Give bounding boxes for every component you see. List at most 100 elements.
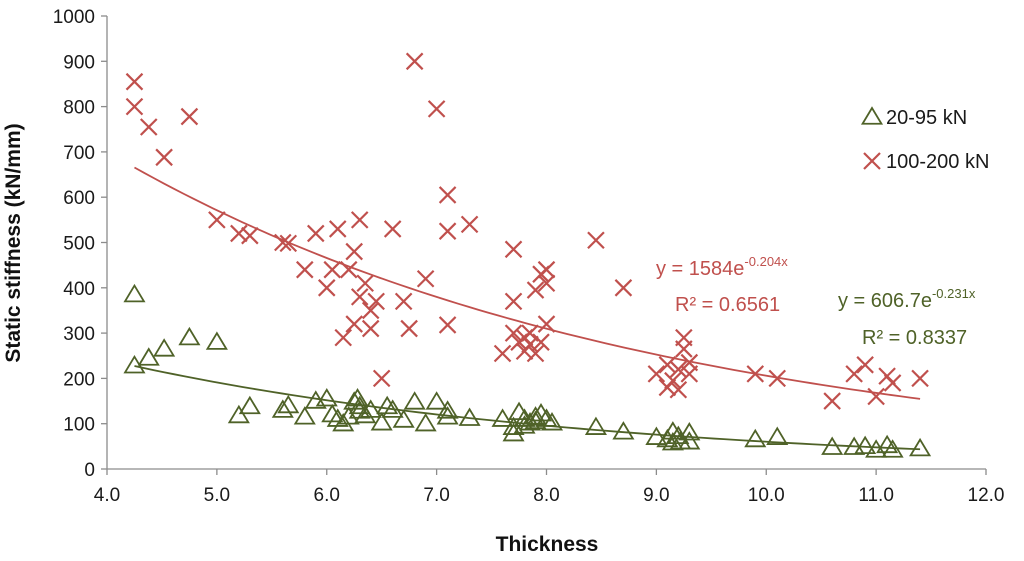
- data-point-x-stroke-b: [587, 231, 605, 250]
- y-axis-title: Static stiffness (kN/mm): [2, 123, 25, 362]
- data-point-x: [400, 319, 418, 338]
- data-point-triangle: [348, 395, 371, 415]
- data-point-x-stroke-b: [504, 324, 523, 342]
- data-point-triangle: [381, 399, 404, 418]
- data-point-x: [438, 186, 457, 204]
- data-point-x-stroke-b: [438, 186, 457, 204]
- data-point-triangle: [178, 326, 201, 346]
- data-point-x-stroke-b: [274, 233, 292, 252]
- data-point-x-stroke-b: [350, 211, 369, 229]
- data-point-x: [504, 292, 523, 311]
- data-point-triangle: [137, 347, 160, 366]
- data-point-x: [361, 301, 380, 320]
- data-point-x-stroke-b: [306, 224, 325, 243]
- data-point-triangle: [277, 394, 300, 414]
- x-tick-label: 9.0: [643, 485, 669, 506]
- x-tick-label: 7.0: [423, 485, 449, 506]
- data-point-x: [526, 281, 545, 299]
- data-point-x-stroke-b: [537, 315, 556, 333]
- data-point-x: [279, 234, 298, 253]
- equation-exponent-100-200-kn: -0.204x: [744, 254, 788, 269]
- data-point-x: [438, 316, 457, 334]
- data-point-triangle: [744, 428, 767, 448]
- data-point-triangle: [678, 431, 701, 450]
- x-tick-label: 10.0: [748, 485, 785, 506]
- data-point-x: [345, 242, 363, 261]
- data-point-x: [405, 52, 424, 71]
- y-tick-label: 300: [63, 324, 95, 345]
- data-point-x: [845, 365, 863, 383]
- data-point-x-stroke-b: [669, 380, 688, 399]
- data-point-x: [230, 224, 248, 243]
- data-point-x-stroke-b: [356, 274, 374, 293]
- data-point-triangle: [821, 436, 844, 455]
- x-tick-label: 8.0: [533, 485, 559, 506]
- data-point-x-stroke-b: [532, 333, 550, 351]
- data-point-x-stroke-b: [438, 222, 457, 240]
- y-tick-label: 1000: [53, 7, 95, 28]
- data-point-x-stroke-b: [405, 52, 424, 71]
- data-point-triangle: [661, 421, 684, 440]
- data-point-x-stroke-b: [521, 324, 539, 342]
- data-point-x-stroke-b: [504, 292, 523, 311]
- data-point-triangle: [518, 412, 542, 431]
- data-point-x: [537, 260, 556, 279]
- data-point-triangle: [584, 416, 607, 435]
- data-point-x: [504, 240, 523, 259]
- data-point-triangle: [535, 408, 558, 427]
- data-point-x-stroke-b: [361, 319, 380, 338]
- data-point-x-stroke-b: [669, 360, 688, 379]
- data-point-x-stroke-b: [845, 365, 863, 383]
- data-point-triangle: [876, 434, 899, 454]
- data-point-triangle: [271, 399, 294, 418]
- data-point-triangle: [881, 439, 904, 458]
- data-point-x: [856, 356, 874, 374]
- data-point-x: [669, 380, 688, 399]
- data-point-x: [345, 315, 363, 333]
- data-point-x: [367, 292, 385, 311]
- equation-base-100-200-kn: y = 1584e: [656, 258, 744, 280]
- data-point-x-stroke-b: [372, 369, 391, 388]
- data-point-x: [350, 211, 369, 229]
- data-point-x: [306, 224, 325, 243]
- data-point-x: [883, 374, 902, 392]
- data-point-triangle: [865, 439, 888, 458]
- data-point-x-stroke-b: [493, 344, 512, 363]
- data-point-x-stroke-b: [658, 356, 677, 374]
- data-point-x-stroke-b: [230, 224, 248, 243]
- data-point-x-stroke-b: [367, 292, 385, 311]
- x-tick-label: 6.0: [314, 485, 340, 506]
- data-point-x: [526, 344, 545, 363]
- data-point-triangle: [153, 338, 176, 357]
- data-point-x-stroke-b: [279, 234, 298, 253]
- y-tick-label: 0: [84, 460, 95, 481]
- x-tick-label: 12.0: [968, 485, 1005, 506]
- data-point-x: [460, 215, 479, 234]
- data-point-x: [180, 107, 199, 126]
- y-tick-label: 100: [63, 415, 95, 436]
- data-point-x-stroke-b: [856, 356, 874, 374]
- data-point-x: [647, 365, 666, 383]
- legend-label-20-95-kn: 20-95 kN: [886, 107, 967, 129]
- x-tick-label: 4.0: [94, 485, 120, 506]
- data-point-triangle: [205, 331, 228, 350]
- data-point-x: [350, 288, 369, 306]
- data-point-x-stroke-b: [911, 369, 929, 388]
- data-point-x: [823, 392, 841, 410]
- x-axis-title: Thickness: [496, 533, 599, 556]
- data-point-x: [334, 328, 353, 347]
- data-point-x: [427, 100, 446, 118]
- data-point-x: [394, 292, 413, 311]
- data-point-x: [867, 387, 885, 406]
- data-point-x: [361, 319, 380, 338]
- data-point-triangle: [403, 391, 426, 410]
- data-point-x-stroke-b: [345, 242, 363, 261]
- data-point-x: [208, 211, 226, 229]
- data-point-x-stroke-b: [400, 319, 418, 338]
- data-point-x: [323, 260, 342, 279]
- data-point-x: [295, 260, 314, 279]
- data-point-x: [669, 360, 688, 379]
- data-point-x-stroke-b: [438, 316, 457, 334]
- data-point-x: [746, 365, 765, 383]
